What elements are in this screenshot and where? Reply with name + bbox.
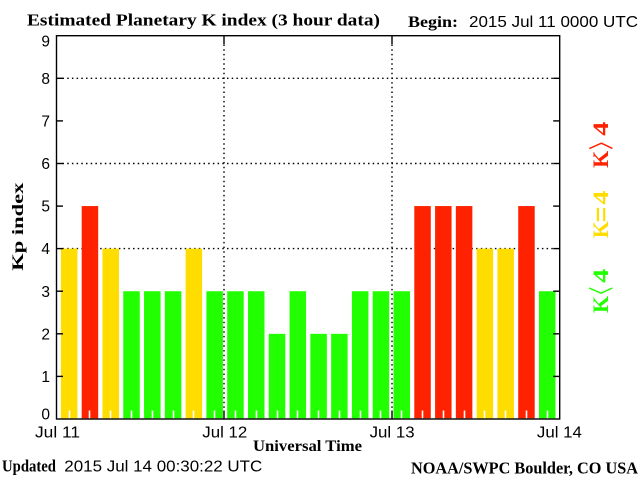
svg-text:2: 2 — [41, 326, 50, 343]
svg-text:2015 Jul 14 00:30:22 UTC: 2015 Jul 14 00:30:22 UTC — [64, 459, 262, 476]
svg-text:Jul 12: Jul 12 — [202, 425, 247, 442]
svg-text:K: K — [588, 296, 613, 313]
svg-text:NOAA/SWPC Boulder, CO USA: NOAA/SWPC Boulder, CO USA — [411, 459, 638, 478]
svg-text:Jul 14: Jul 14 — [537, 425, 582, 442]
svg-text:7: 7 — [41, 114, 50, 131]
svg-text:6: 6 — [41, 156, 50, 173]
svg-text:Jul 11: Jul 11 — [35, 425, 80, 442]
svg-text:2015 Jul 11 0000 UTC: 2015 Jul 11 0000 UTC — [469, 14, 638, 31]
svg-text:Estimated Planetary K index (3: Estimated Planetary K index (3 hour data… — [27, 11, 380, 30]
svg-text:K: K — [588, 221, 613, 238]
svg-text:5: 5 — [41, 199, 50, 216]
svg-text:8: 8 — [41, 71, 50, 88]
svg-text:Begin:: Begin: — [408, 14, 458, 31]
svg-text:4: 4 — [588, 191, 613, 205]
svg-text:4: 4 — [41, 241, 50, 258]
svg-text:Updated: Updated — [2, 457, 56, 476]
svg-text:1: 1 — [41, 369, 50, 386]
svg-text:4: 4 — [588, 122, 613, 136]
svg-text:9: 9 — [41, 33, 50, 50]
svg-text:0: 0 — [41, 407, 50, 424]
svg-text:4: 4 — [588, 269, 613, 283]
svg-text:Jul 13: Jul 13 — [370, 425, 415, 442]
svg-text:Kp index: Kp index — [10, 183, 27, 271]
svg-text:K: K — [588, 151, 613, 168]
svg-text:3: 3 — [41, 284, 50, 301]
svg-text:Universal Time: Universal Time — [253, 438, 362, 455]
